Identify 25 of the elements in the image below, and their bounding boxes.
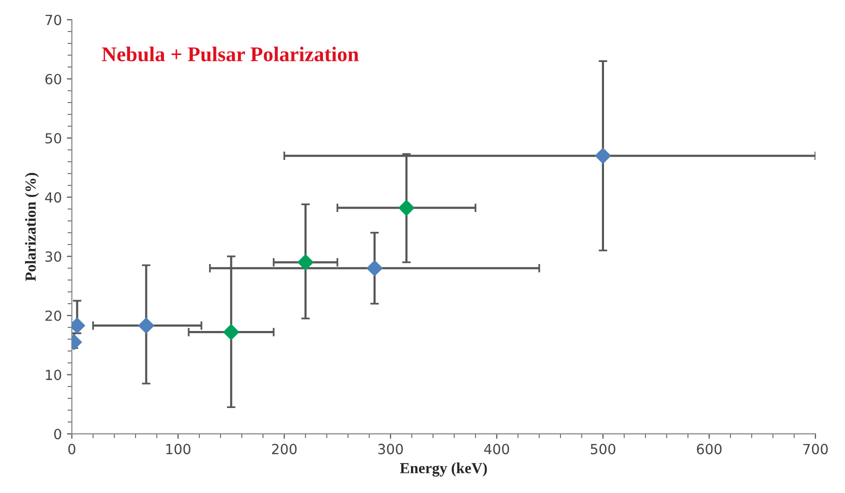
text: Nebula + Pulsar Polarization: [102, 46, 359, 62]
y-tick-label: 20: [45, 310, 62, 321]
x-tick-label: 100: [166, 444, 190, 454]
y-tick-label: 40: [45, 192, 62, 203]
y-tick-label: 70: [46, 14, 62, 26]
x-tick-label: 700: [803, 444, 828, 454]
x-tick-label: 0: [68, 444, 76, 454]
y-tick-label: 50: [46, 133, 62, 144]
y-tick-label: 60: [45, 74, 62, 84]
x-tick-label: 600: [696, 444, 722, 454]
point: [366, 260, 383, 276]
x-tick-label: 200: [272, 444, 297, 454]
y-axis-title: Polarization (%): [25, 172, 39, 282]
x-tick-label: 300: [378, 444, 403, 454]
point: [297, 254, 314, 270]
point: [222, 324, 240, 340]
point: [594, 148, 612, 164]
point: [398, 200, 415, 216]
x-axis-title: Energy (keV): [400, 462, 487, 477]
point: [138, 317, 154, 334]
y-tick-label: 30: [45, 251, 62, 262]
y-tick-label: 0: [54, 428, 62, 440]
x-tick-label: 500: [590, 444, 616, 454]
x-tick-label: 400: [484, 444, 510, 454]
y-tick-label: 10: [46, 370, 62, 380]
